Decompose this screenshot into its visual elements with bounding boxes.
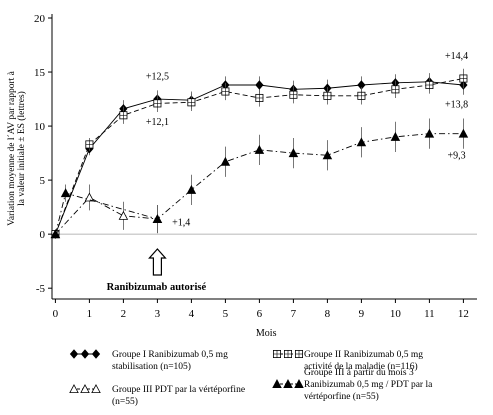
x-tick-label: 3	[155, 308, 161, 320]
legend-item-3: Groupe III PDT par la vértéporfine(n=55)	[69, 384, 245, 407]
data-point-triangle-filled	[458, 128, 469, 138]
x-tick-label: 7	[291, 308, 297, 320]
legend-label: Ranibizumab 0,5 mg / PDT par la	[304, 380, 433, 390]
y-tick-label: 10	[34, 121, 46, 133]
series-line	[55, 196, 158, 235]
value-annotation: +1,4	[172, 218, 190, 229]
legend-item-1: Groupe I Ranibizumab 0,5 mgstabilisation…	[69, 349, 228, 372]
data-point-triangle-filled	[424, 128, 435, 138]
data-point-triangle-filled	[254, 144, 265, 154]
value-annotation: +12,1	[146, 117, 169, 128]
authorized-arrow: Ranibizumab autorisé	[107, 248, 207, 293]
data-point-triangle-filled	[288, 148, 299, 158]
legend-item-4: Groupe III à partir du mois 3 Ranibizumab…	[272, 368, 433, 402]
arrow-label: Ranibizumab autorisé	[107, 282, 207, 293]
series-layer	[50, 68, 469, 239]
legend-label: stabilisation (n=105)	[112, 361, 191, 372]
data-point-triangle-filled	[272, 379, 282, 388]
data-point-triangle-filled	[220, 156, 231, 166]
data-point-triangle-filled	[294, 379, 304, 388]
value-annotation: +13,8	[445, 100, 468, 111]
data-point-triangle-filled	[356, 137, 367, 147]
x-tick-label: 11	[424, 308, 435, 320]
data-point-diamond	[80, 349, 90, 359]
legend-label: (n=55)	[112, 396, 138, 407]
x-axis-title: Mois	[256, 328, 277, 339]
annotations: +12,5 +12,1 +14,4 +13,8 +9,3 +1,4	[146, 51, 468, 228]
data-point-triangle-filled	[50, 229, 61, 239]
data-point-triangle-open	[118, 210, 129, 220]
data-point-triangle-filled	[60, 188, 71, 198]
arrow-up-icon	[148, 248, 167, 276]
x-tick-label: 8	[325, 308, 331, 320]
series-4	[50, 118, 469, 239]
x-tick-label: 9	[359, 308, 365, 320]
data-point-triangle-filled	[390, 131, 401, 141]
legend-label: Groupe III à partir du mois 3	[304, 368, 414, 378]
legend-label: activité de la maladie (n=116)	[304, 361, 418, 372]
data-point-diamond	[91, 349, 101, 359]
legend: Groupe I Ranibizumab 0,5 mgstabilisation…	[69, 349, 433, 407]
value-annotation: +9,3	[448, 151, 466, 162]
data-point-triangle-filled	[186, 184, 197, 194]
x-tick-label: 12	[458, 308, 469, 320]
x-tick-label: 5	[223, 308, 229, 320]
data-point-triangle-filled	[322, 150, 333, 160]
data-point-triangle-open	[84, 192, 95, 202]
y-tick-label: -5	[36, 283, 46, 295]
y-tick-label: 15	[34, 67, 46, 79]
data-point-triangle-open	[80, 384, 90, 393]
y-axis-title: la valeur initiale ± ES (lettres)	[16, 91, 27, 206]
x-tick-label: 10	[390, 308, 402, 320]
data-point-diamond	[69, 349, 79, 359]
series-2	[51, 68, 468, 239]
data-point-triangle-open	[69, 384, 79, 393]
x-tick-label: 6	[257, 308, 263, 320]
x-tick-label: 4	[189, 308, 195, 320]
data-point-triangle-open	[91, 384, 101, 393]
value-annotation: +14,4	[445, 51, 468, 62]
legend-label: vértéporfine (n=55)	[304, 391, 379, 402]
x-tick-label: 1	[87, 308, 93, 320]
data-point-diamond	[255, 80, 264, 90]
series-line	[54, 133, 464, 235]
y-tick-label: 0	[40, 229, 46, 241]
y-axis-title: Variation moyenne de l´AV par rapport à	[6, 70, 17, 226]
y-tick-label: 5	[40, 175, 46, 187]
legend-label: Groupe I Ranibizumab 0,5 mg	[112, 350, 228, 360]
data-point-triangle-filled	[283, 379, 293, 388]
x-tick-label: 2	[121, 308, 127, 320]
legend-label: Groupe II Ranibizumab 0,5 mg	[304, 350, 423, 360]
legend-label: Groupe III PDT par la vértéporfine	[112, 384, 245, 395]
y-tick-label: 20	[34, 13, 46, 25]
x-tick-label: 0	[53, 308, 59, 320]
data-point-triangle-filled	[152, 214, 163, 224]
value-annotation: +12,5	[146, 72, 169, 83]
